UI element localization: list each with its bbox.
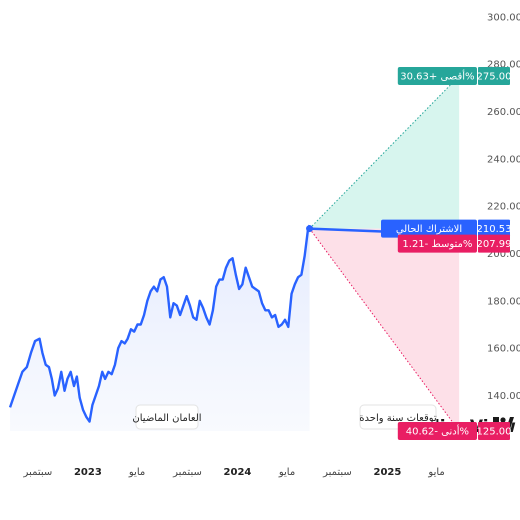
y-tick-label: 300.00	[487, 12, 520, 23]
forecast-avg-box-label-bg	[397, 234, 477, 253]
forecast-avg-box-label: متوسط -1.21%	[402, 239, 472, 250]
past-two-years-badge: العامان الماضيان	[132, 404, 202, 430]
y-tick-label: 240.00	[487, 154, 520, 165]
y-tick-label: 140.00	[487, 391, 520, 402]
current-price-box-value-bg	[478, 219, 510, 238]
forecast-min-box: 125.00 أدنى -40.62%	[397, 422, 512, 440]
current-price-box-label-bg	[381, 219, 477, 238]
x-axis: سبتمبر 2023 مايو سبتمبر 2024 مايو سبتمبر 2025 ما…	[23, 467, 445, 478]
history-line-layer	[8, 224, 314, 423]
one-year-forecast-label: توقعات سنة واحدة	[359, 413, 437, 424]
forecast-max-box-label: أقصى +30.63%	[400, 70, 474, 83]
x-tick-label: سبتمبر	[172, 467, 202, 478]
forecast-layer	[309, 75, 460, 432]
forecast-max-box-label-bg	[397, 67, 477, 85]
y-tick-label: 220.00	[487, 202, 520, 213]
forecast-min-box-label: أدنى -40.62%	[406, 425, 469, 438]
current-price-box-label: الاشتراك الحالي	[396, 224, 462, 235]
forecast-avg-box-value: 207.99	[477, 239, 512, 250]
x-tick-label: مايو	[128, 467, 145, 478]
y-tick-label: 200.00	[487, 249, 520, 260]
forecast-max-box-value: 275.00	[477, 72, 512, 83]
x-tick-label: مايو	[427, 467, 444, 478]
y-axis: 140.00 160.00 180.00 200.00 220.00 240.00 260.…	[487, 12, 520, 402]
forecast-min-region	[309, 228, 460, 431]
x-tick-label: 2024	[224, 467, 252, 478]
x-tick-label: 2023	[74, 467, 102, 478]
forecast-avg-box-value-bg	[478, 234, 510, 253]
y-tick-label: 180.00	[487, 296, 520, 307]
y-tick-label: 260.00	[487, 107, 520, 118]
forecast-avg-box: 207.99 متوسط -1.21%	[397, 234, 512, 253]
x-tick-label: مايو	[278, 467, 295, 478]
y-tick-label: 160.00	[487, 344, 520, 355]
current-price-point	[306, 225, 314, 233]
x-tick-label: 2025	[374, 467, 402, 478]
forecast-min-box-value: 125.00	[477, 427, 512, 438]
forecast-min-box-value-bg	[478, 422, 510, 440]
y-tick-label: 280.00	[487, 60, 520, 71]
current-price-box: 210.53 الاشتراك الحالي	[381, 219, 512, 238]
forecast-min-box-label-bg	[397, 422, 477, 440]
past-two-years-label: العامان الماضيان	[132, 413, 201, 424]
x-tick-label: سبتمبر	[23, 467, 53, 478]
forecast-max-box-value-bg	[478, 67, 510, 85]
history-area-layer	[10, 225, 310, 431]
price-line	[8, 224, 311, 423]
x-tick-label: سبتمبر	[322, 467, 352, 478]
current-price-box-value: 210.53	[477, 224, 512, 235]
forecast-max-line	[309, 75, 460, 229]
history-area	[10, 225, 310, 431]
